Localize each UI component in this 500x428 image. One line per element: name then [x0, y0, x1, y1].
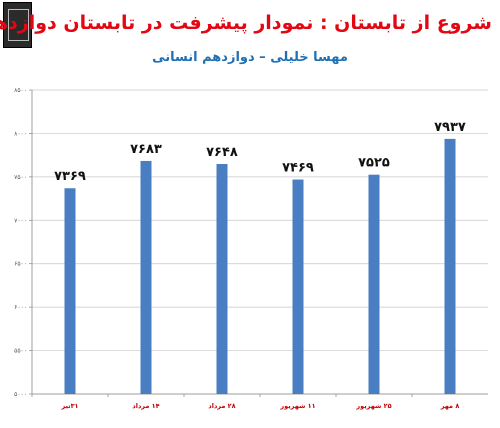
- bar: [444, 138, 456, 394]
- bar: [368, 174, 380, 394]
- logo-image: [3, 2, 32, 48]
- y-tick-label: ۶۰۰۰: [14, 304, 27, 311]
- page-subtitle: مهسا خلیلی – دوازدهم انسانی: [152, 50, 348, 65]
- data-label: ۷۳۶۹: [54, 169, 86, 184]
- y-tick-label: ۷۵۰۰: [14, 174, 27, 181]
- x-tick-label: ۲۸ مرداد: [208, 402, 235, 410]
- x-tick-label: ۱۴ مرداد: [132, 402, 159, 410]
- y-tick-label: ۷۰۰۰: [14, 217, 27, 224]
- logo-frame: [8, 9, 29, 41]
- y-tick-label: ۸۵۰۰: [14, 87, 27, 94]
- data-label: ۷۹۳۷: [434, 120, 466, 135]
- x-tick-label: ۸ مهر: [440, 402, 460, 410]
- bar: [64, 188, 76, 394]
- x-tick-label: ۲۵ شهریور: [355, 402, 391, 410]
- x-tick-label: ۱۱ شهریور: [279, 402, 315, 410]
- x-tick-label: ۳۱تیر: [60, 402, 78, 410]
- data-label: ۷۵۲۵: [358, 156, 390, 171]
- y-tick-label: ۸۰۰۰: [14, 130, 27, 137]
- bar: [216, 164, 228, 394]
- y-tick-label: ۶۵۰۰: [14, 261, 27, 268]
- data-label: ۷۶۴۸: [206, 145, 238, 160]
- page-title: شروع از تابستان : نمودار پیشرفت در تابست…: [0, 12, 492, 34]
- y-tick-label: ۵۰۰۰: [14, 391, 27, 398]
- data-label: ۷۶۸۳: [130, 142, 162, 157]
- y-tick-label: ۵۵۰۰: [14, 348, 27, 355]
- data-label: ۷۴۶۹: [282, 161, 314, 176]
- bar: [292, 179, 304, 394]
- bar: [140, 160, 152, 394]
